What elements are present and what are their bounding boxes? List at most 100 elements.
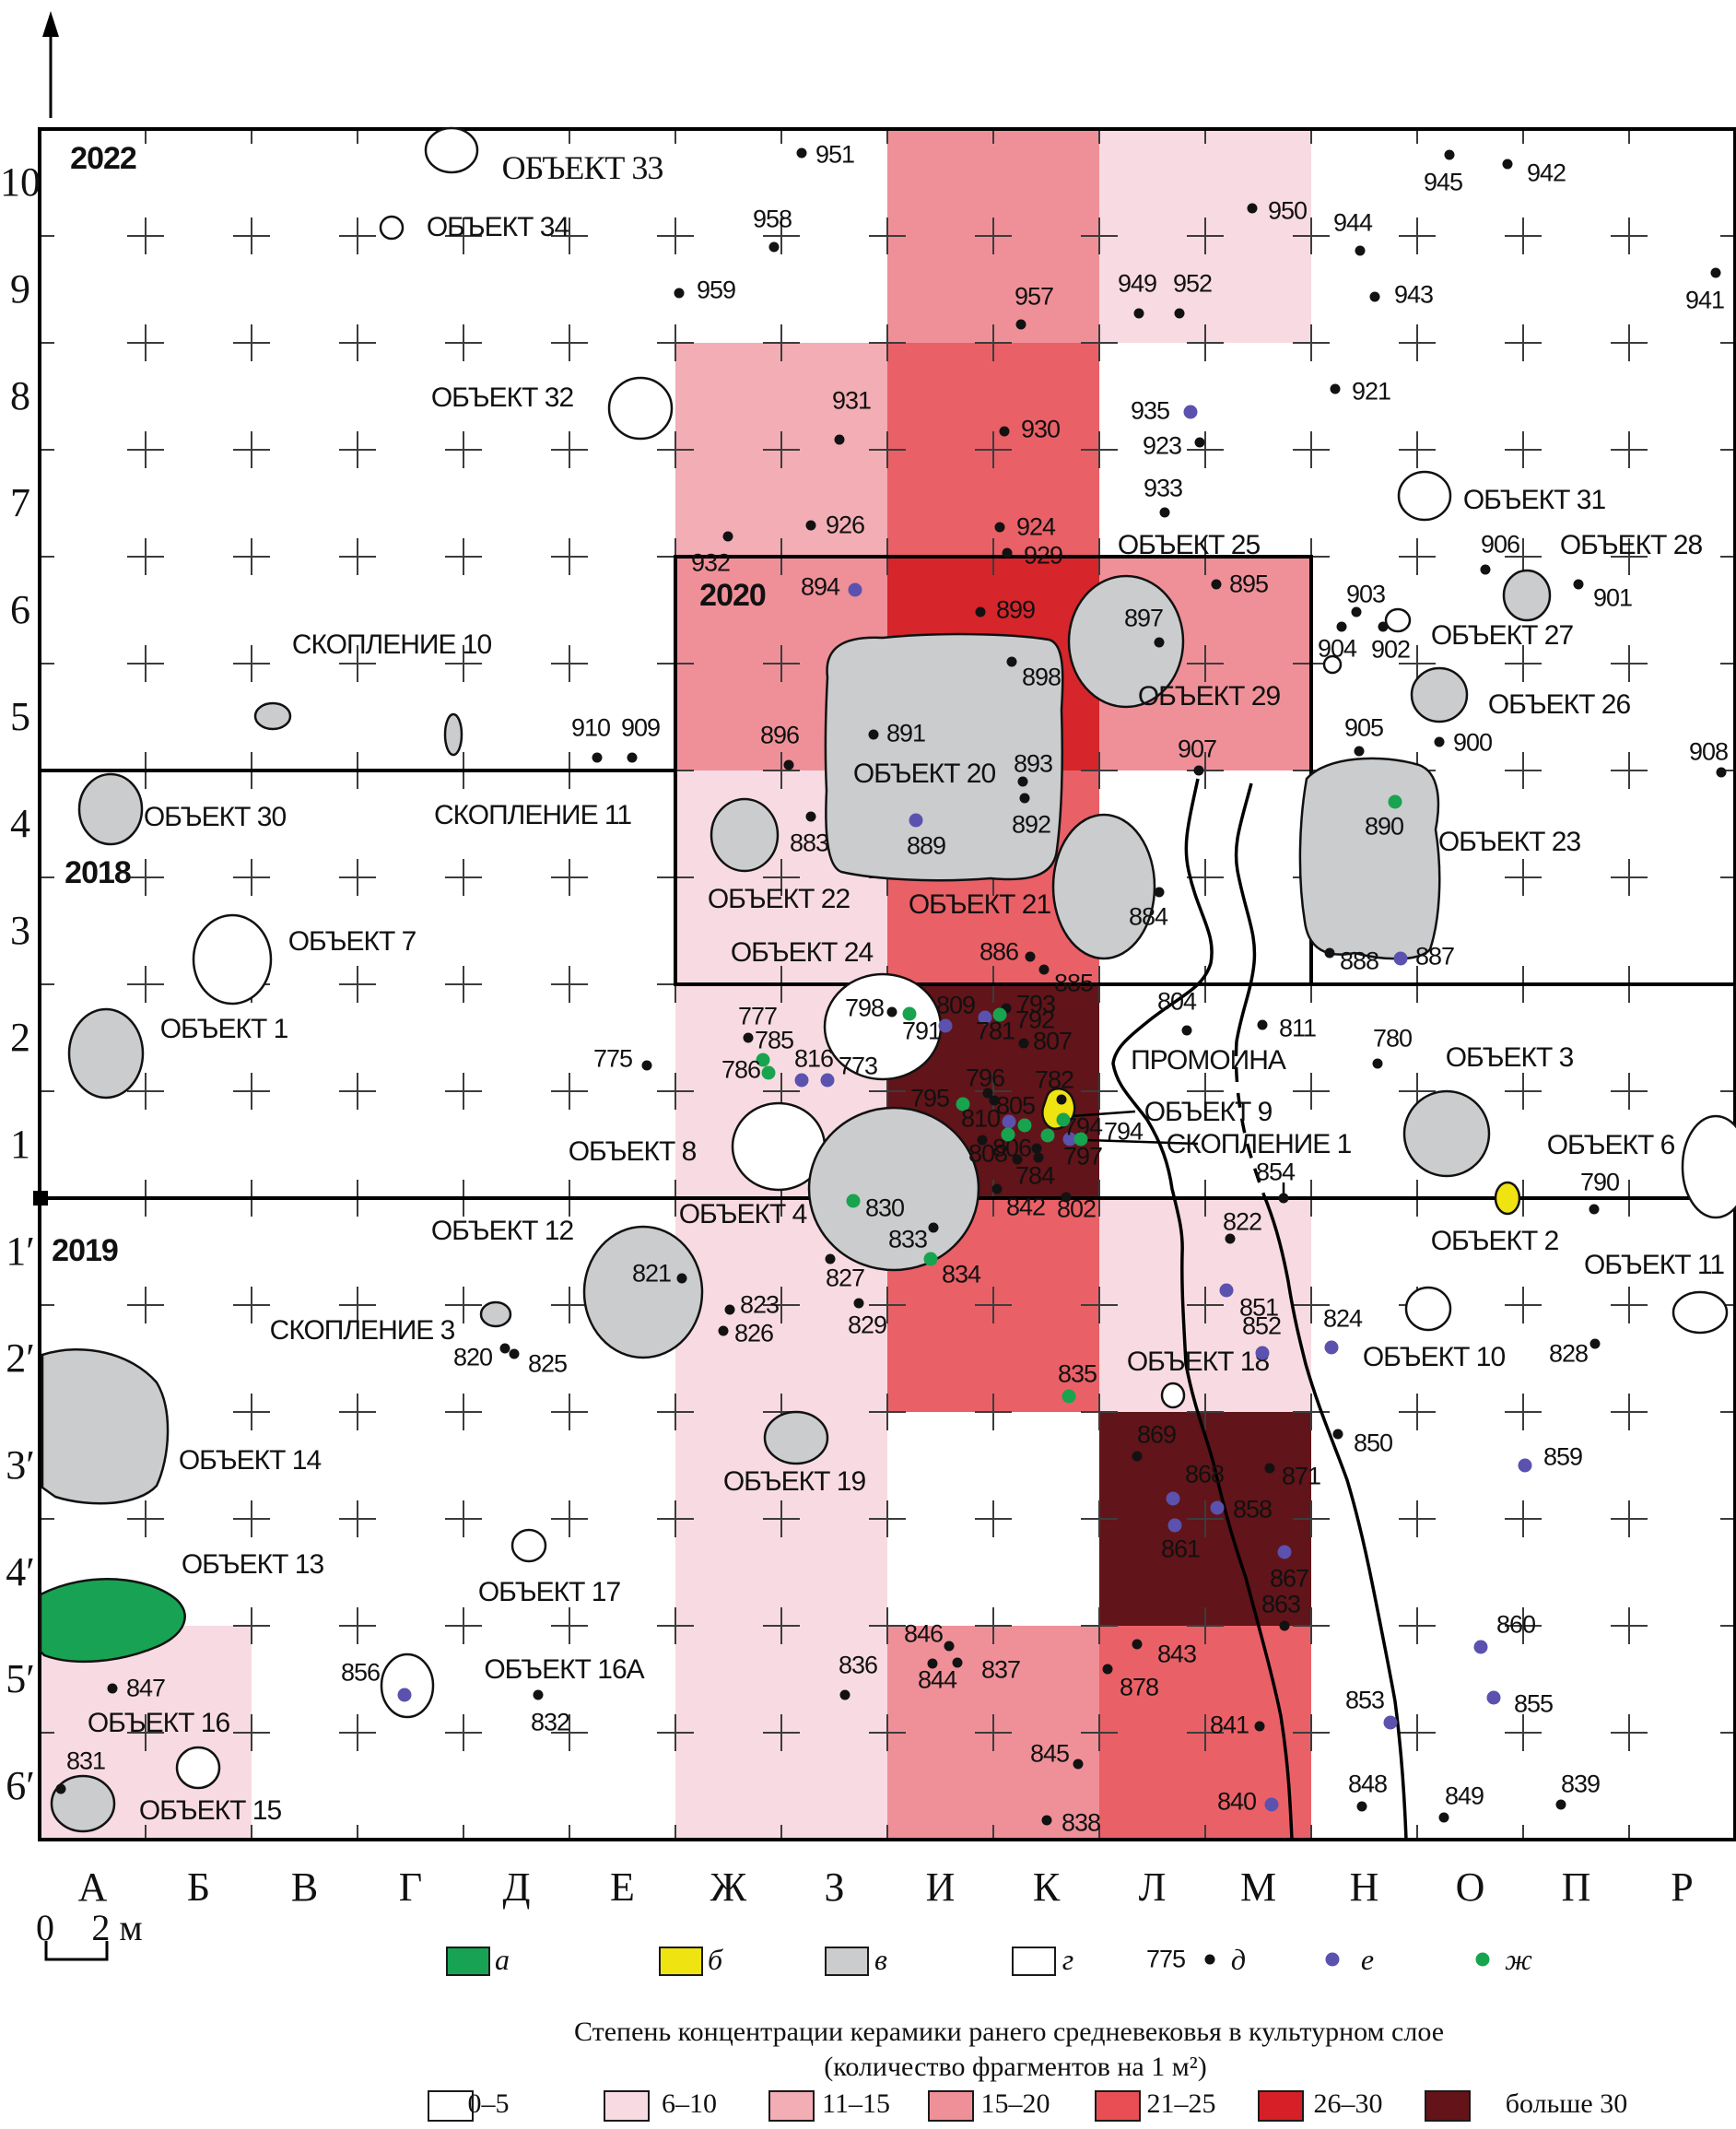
grid-cross <box>445 538 482 575</box>
north-arrow-head <box>42 11 59 37</box>
find-dot-909 <box>627 752 638 763</box>
object-16-pit <box>175 1746 221 1790</box>
grid-cross <box>657 1073 694 1110</box>
object-label: СКОПЛЕНИЕ 11 <box>433 800 632 830</box>
grid-cross <box>1293 1714 1330 1751</box>
object-19-pit <box>763 1410 829 1465</box>
find-label: 856 <box>340 1658 381 1687</box>
grid-cross <box>657 324 694 361</box>
find-dot-867 <box>1277 1545 1292 1559</box>
grid-cross <box>551 538 588 575</box>
grid-cross <box>551 1500 588 1537</box>
grid-cross <box>1081 752 1118 789</box>
find-dot-851 <box>1219 1283 1234 1298</box>
concentration-range-label: 0–5 <box>467 2088 510 2119</box>
find-label: 834 <box>941 1260 981 1288</box>
find-dot-908 <box>1716 767 1727 778</box>
grid-cross <box>339 431 376 468</box>
row-axis-label: 2 <box>10 1015 30 1060</box>
find-dot-848 <box>1356 1801 1367 1812</box>
legend-symbol-label-в: в <box>874 1943 887 1976</box>
object-label: СКОПЛЕНИЕ 3 <box>269 1315 456 1346</box>
grid-cross <box>339 1714 376 1751</box>
find-label: 826 <box>733 1319 774 1347</box>
find-dot-958 <box>768 241 780 253</box>
find-dot-901 <box>1573 579 1584 590</box>
label-leader-line <box>1086 1138 1199 1146</box>
grid-cross <box>1187 1073 1224 1110</box>
skoplenie-11-pit <box>710 797 780 873</box>
grid-cross <box>1611 324 1648 361</box>
find-label: 899 <box>995 595 1036 624</box>
find-label: 775 <box>592 1044 633 1073</box>
find-dot-950 <box>1247 203 1258 214</box>
find-label: 897 <box>1123 604 1164 632</box>
grid-cross <box>1399 538 1436 575</box>
find-dot-847 <box>107 1683 118 1694</box>
grid-cross <box>657 1394 694 1430</box>
scale-bar <box>44 1941 109 1961</box>
grid-cross <box>339 1287 376 1323</box>
promoina-line <box>1261 1193 1408 1841</box>
find-dot-890 <box>1388 794 1402 809</box>
find-label: 935 <box>1130 396 1170 425</box>
find-dot-869 <box>1132 1451 1143 1462</box>
grid-cross <box>339 1073 376 1110</box>
grid-cross <box>127 1073 164 1110</box>
grid-cross <box>1187 1500 1224 1537</box>
grid-cross <box>445 1714 482 1751</box>
grid-cross <box>551 1714 588 1751</box>
find-label: 949 <box>1117 269 1157 298</box>
find-dot-811 <box>1257 1019 1268 1030</box>
scale-bar-zero: 0 <box>36 1907 54 1948</box>
find-dot-832 <box>533 1689 544 1700</box>
grid-cross <box>233 1714 270 1751</box>
legend-symbol-dot-ж <box>1475 1952 1490 1967</box>
grid-cross <box>869 431 906 468</box>
find-dot-858 <box>1210 1500 1225 1515</box>
concentration-swatch-15–20 <box>928 2090 974 2122</box>
grid-cross <box>1081 324 1118 361</box>
find-label: 821 <box>631 1259 672 1288</box>
object-label: ОБЪЕКТ 14 <box>178 1445 322 1476</box>
find-dot-786 <box>761 1065 776 1080</box>
legend-symbol-box-б <box>659 1947 703 1976</box>
find-label: 888 <box>1339 947 1379 975</box>
concentration-swatch-0–5 <box>428 2090 474 2122</box>
concentration-swatch-6–10 <box>604 2090 650 2122</box>
object-label: ОБЪЕКТ 27 <box>1430 620 1574 651</box>
find-dot-808 <box>1031 1143 1042 1154</box>
find-dot-907 <box>1193 765 1204 776</box>
promoina-line <box>1234 782 1257 1042</box>
find-dot-841 <box>1254 1721 1265 1732</box>
grid-cross <box>1611 859 1648 896</box>
object-30-pit <box>77 772 144 846</box>
object-20-pit <box>824 632 1064 882</box>
row-axis-label: 6 <box>10 587 30 632</box>
object-11-pit <box>1671 1290 1729 1335</box>
col-axis-label: И <box>925 1864 956 1910</box>
grid-cross <box>127 859 164 896</box>
find-dot <box>1017 1118 1032 1133</box>
grid-cross <box>127 324 164 361</box>
find-dot-846 <box>944 1641 955 1652</box>
object-10-pit <box>1404 1286 1452 1332</box>
find-label: 793 <box>1015 990 1056 1018</box>
object-26-pit <box>1410 666 1469 723</box>
grid-cross <box>1505 431 1542 468</box>
small-pit-v5 <box>253 701 292 731</box>
grid-cross <box>551 966 588 1003</box>
grid-cross <box>1187 752 1224 789</box>
find-label: 926 <box>825 511 865 539</box>
find-label: 843 <box>1156 1640 1197 1668</box>
find-label: 894 <box>800 572 840 601</box>
find-label: 816 <box>793 1044 834 1073</box>
grid-cross <box>339 1500 376 1537</box>
object-label: ОБЪЕКТ 3 <box>1445 1042 1575 1073</box>
find-label: 893 <box>1013 749 1053 778</box>
find-label: 808 <box>968 1139 1008 1168</box>
find-dot-860 <box>1473 1640 1488 1654</box>
grid-cross <box>657 1500 694 1537</box>
find-label: 838 <box>1061 1808 1101 1837</box>
